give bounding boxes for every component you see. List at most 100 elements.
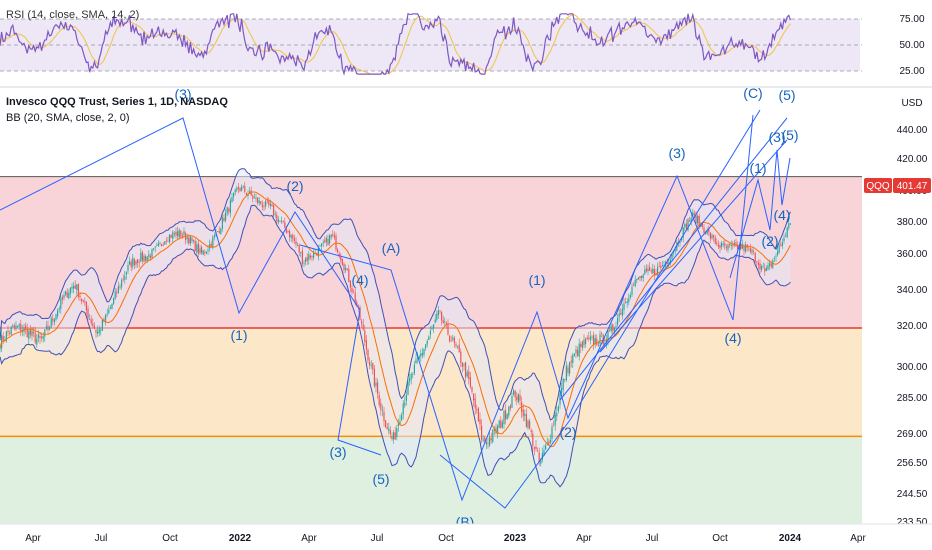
candle-body — [100, 330, 102, 332]
candle-body — [63, 295, 65, 299]
candle-body — [439, 310, 441, 312]
candle-body — [79, 295, 81, 298]
time-tick: 2022 — [229, 533, 252, 544]
wave-label[interactable]: (2) — [761, 233, 778, 249]
candle-body — [753, 251, 755, 252]
candle-body — [84, 301, 86, 303]
wave-label[interactable]: (3) — [329, 444, 346, 460]
candle-body — [453, 337, 455, 343]
wave-label[interactable]: (1) — [749, 160, 766, 176]
chart-title[interactable]: Invesco QQQ Trust, Series 1, 1D, NASDAQ — [6, 96, 228, 108]
candle-body — [629, 295, 631, 298]
candle-body — [474, 398, 476, 409]
rsi-tick: 75.00 — [899, 14, 924, 25]
candle-body — [175, 232, 177, 236]
price-axis[interactable]: USD 440.00420.00400.00380.00360.00340.00… — [862, 88, 932, 528]
candle-body — [479, 419, 481, 425]
wave-label[interactable]: (4) — [773, 207, 790, 223]
candle-body — [101, 319, 103, 331]
candle-body — [636, 278, 638, 281]
candle-body — [311, 256, 313, 258]
price-tick: 244.50 — [897, 489, 928, 500]
candle-body — [780, 244, 782, 246]
candle-body — [260, 201, 262, 205]
wave-label[interactable]: (5) — [778, 87, 795, 103]
candle-body — [681, 238, 683, 241]
wave-label[interactable]: (4) — [724, 330, 741, 346]
wave-line-1[interactable] — [299, 114, 754, 502]
wave-label[interactable]: (3) — [174, 86, 191, 102]
candle-body — [191, 237, 193, 241]
candle-body — [741, 243, 743, 249]
candle-body — [722, 243, 724, 245]
candle-body — [393, 432, 395, 440]
candle-body — [413, 364, 415, 374]
candle-body — [341, 259, 343, 265]
rsi-indicator-label[interactable]: RSI (14, close, SMA, 14, 2) — [6, 9, 139, 21]
candle-body — [377, 382, 379, 394]
candle-body — [261, 204, 263, 208]
candle-body — [729, 243, 731, 246]
candle-body — [445, 323, 447, 325]
candle-body — [116, 292, 118, 294]
wave-label[interactable]: (1) — [528, 272, 545, 288]
elliott-wave-lines[interactable] — [0, 109, 791, 509]
candle-body — [181, 235, 183, 237]
candle-body — [578, 343, 580, 357]
candle-body — [481, 425, 483, 441]
wave-label[interactable]: (2) — [286, 178, 303, 194]
candle-body — [527, 420, 529, 428]
wave-label[interactable]: (5) — [372, 471, 389, 487]
currency-label[interactable]: USD — [901, 98, 922, 109]
wave-label[interactable]: (1) — [230, 327, 247, 343]
candle-body — [57, 310, 59, 317]
candle-body — [273, 205, 275, 216]
candle-body — [5, 331, 7, 341]
wave-label[interactable]: (3) — [768, 129, 785, 145]
candle-body — [401, 415, 403, 420]
wave-line-5[interactable] — [599, 139, 788, 353]
wave-line-4[interactable] — [729, 149, 791, 279]
wave-line-3[interactable] — [559, 117, 788, 401]
candle-body — [194, 241, 196, 251]
candle-body — [114, 291, 116, 299]
candle-body — [106, 313, 108, 315]
time-axis[interactable]: Apr Jul Oct 2022 Apr Jul Oct 2023 Apr Jul Oct 2024 A… — [0, 523, 932, 550]
candle-body — [169, 234, 171, 243]
candle-body — [418, 355, 420, 360]
wave-label[interactable]: (4) — [351, 272, 368, 288]
candle-body — [156, 245, 158, 247]
candle-body — [647, 268, 649, 272]
time-tick: Jul — [95, 533, 108, 544]
candle-body — [93, 325, 95, 329]
candle-body — [594, 338, 596, 345]
wave-line-2[interactable] — [439, 109, 761, 509]
candle-body — [591, 336, 593, 338]
candle-body — [489, 436, 491, 446]
zone-2 — [0, 436, 862, 524]
candle-body — [199, 248, 201, 253]
rsi-sma-line — [0, 14, 791, 75]
candle-body — [9, 332, 11, 334]
wave-label[interactable]: (5) — [781, 127, 798, 143]
wave-line-0[interactable] — [0, 117, 382, 456]
bb-indicator-label[interactable]: BB (20, SMA, close, 2, 0) — [6, 112, 130, 124]
candle-body — [773, 258, 775, 260]
candle-body — [113, 298, 115, 304]
wave-label[interactable]: (A) — [382, 240, 401, 256]
wave-label[interactable]: (C) — [743, 85, 762, 101]
time-tick: Apr — [25, 533, 41, 544]
candle-body — [309, 255, 311, 258]
candle-body — [642, 274, 644, 279]
wave-label[interactable]: (2) — [559, 424, 576, 440]
symbol-tag — [864, 178, 892, 193]
candle-body — [788, 223, 790, 229]
candle-body — [164, 241, 166, 245]
candle-body — [669, 259, 671, 264]
candle-body — [95, 329, 97, 333]
candle-body — [378, 395, 380, 405]
wave-label[interactable]: (3) — [668, 145, 685, 161]
candle-body — [652, 268, 654, 274]
candle-body — [437, 310, 439, 315]
